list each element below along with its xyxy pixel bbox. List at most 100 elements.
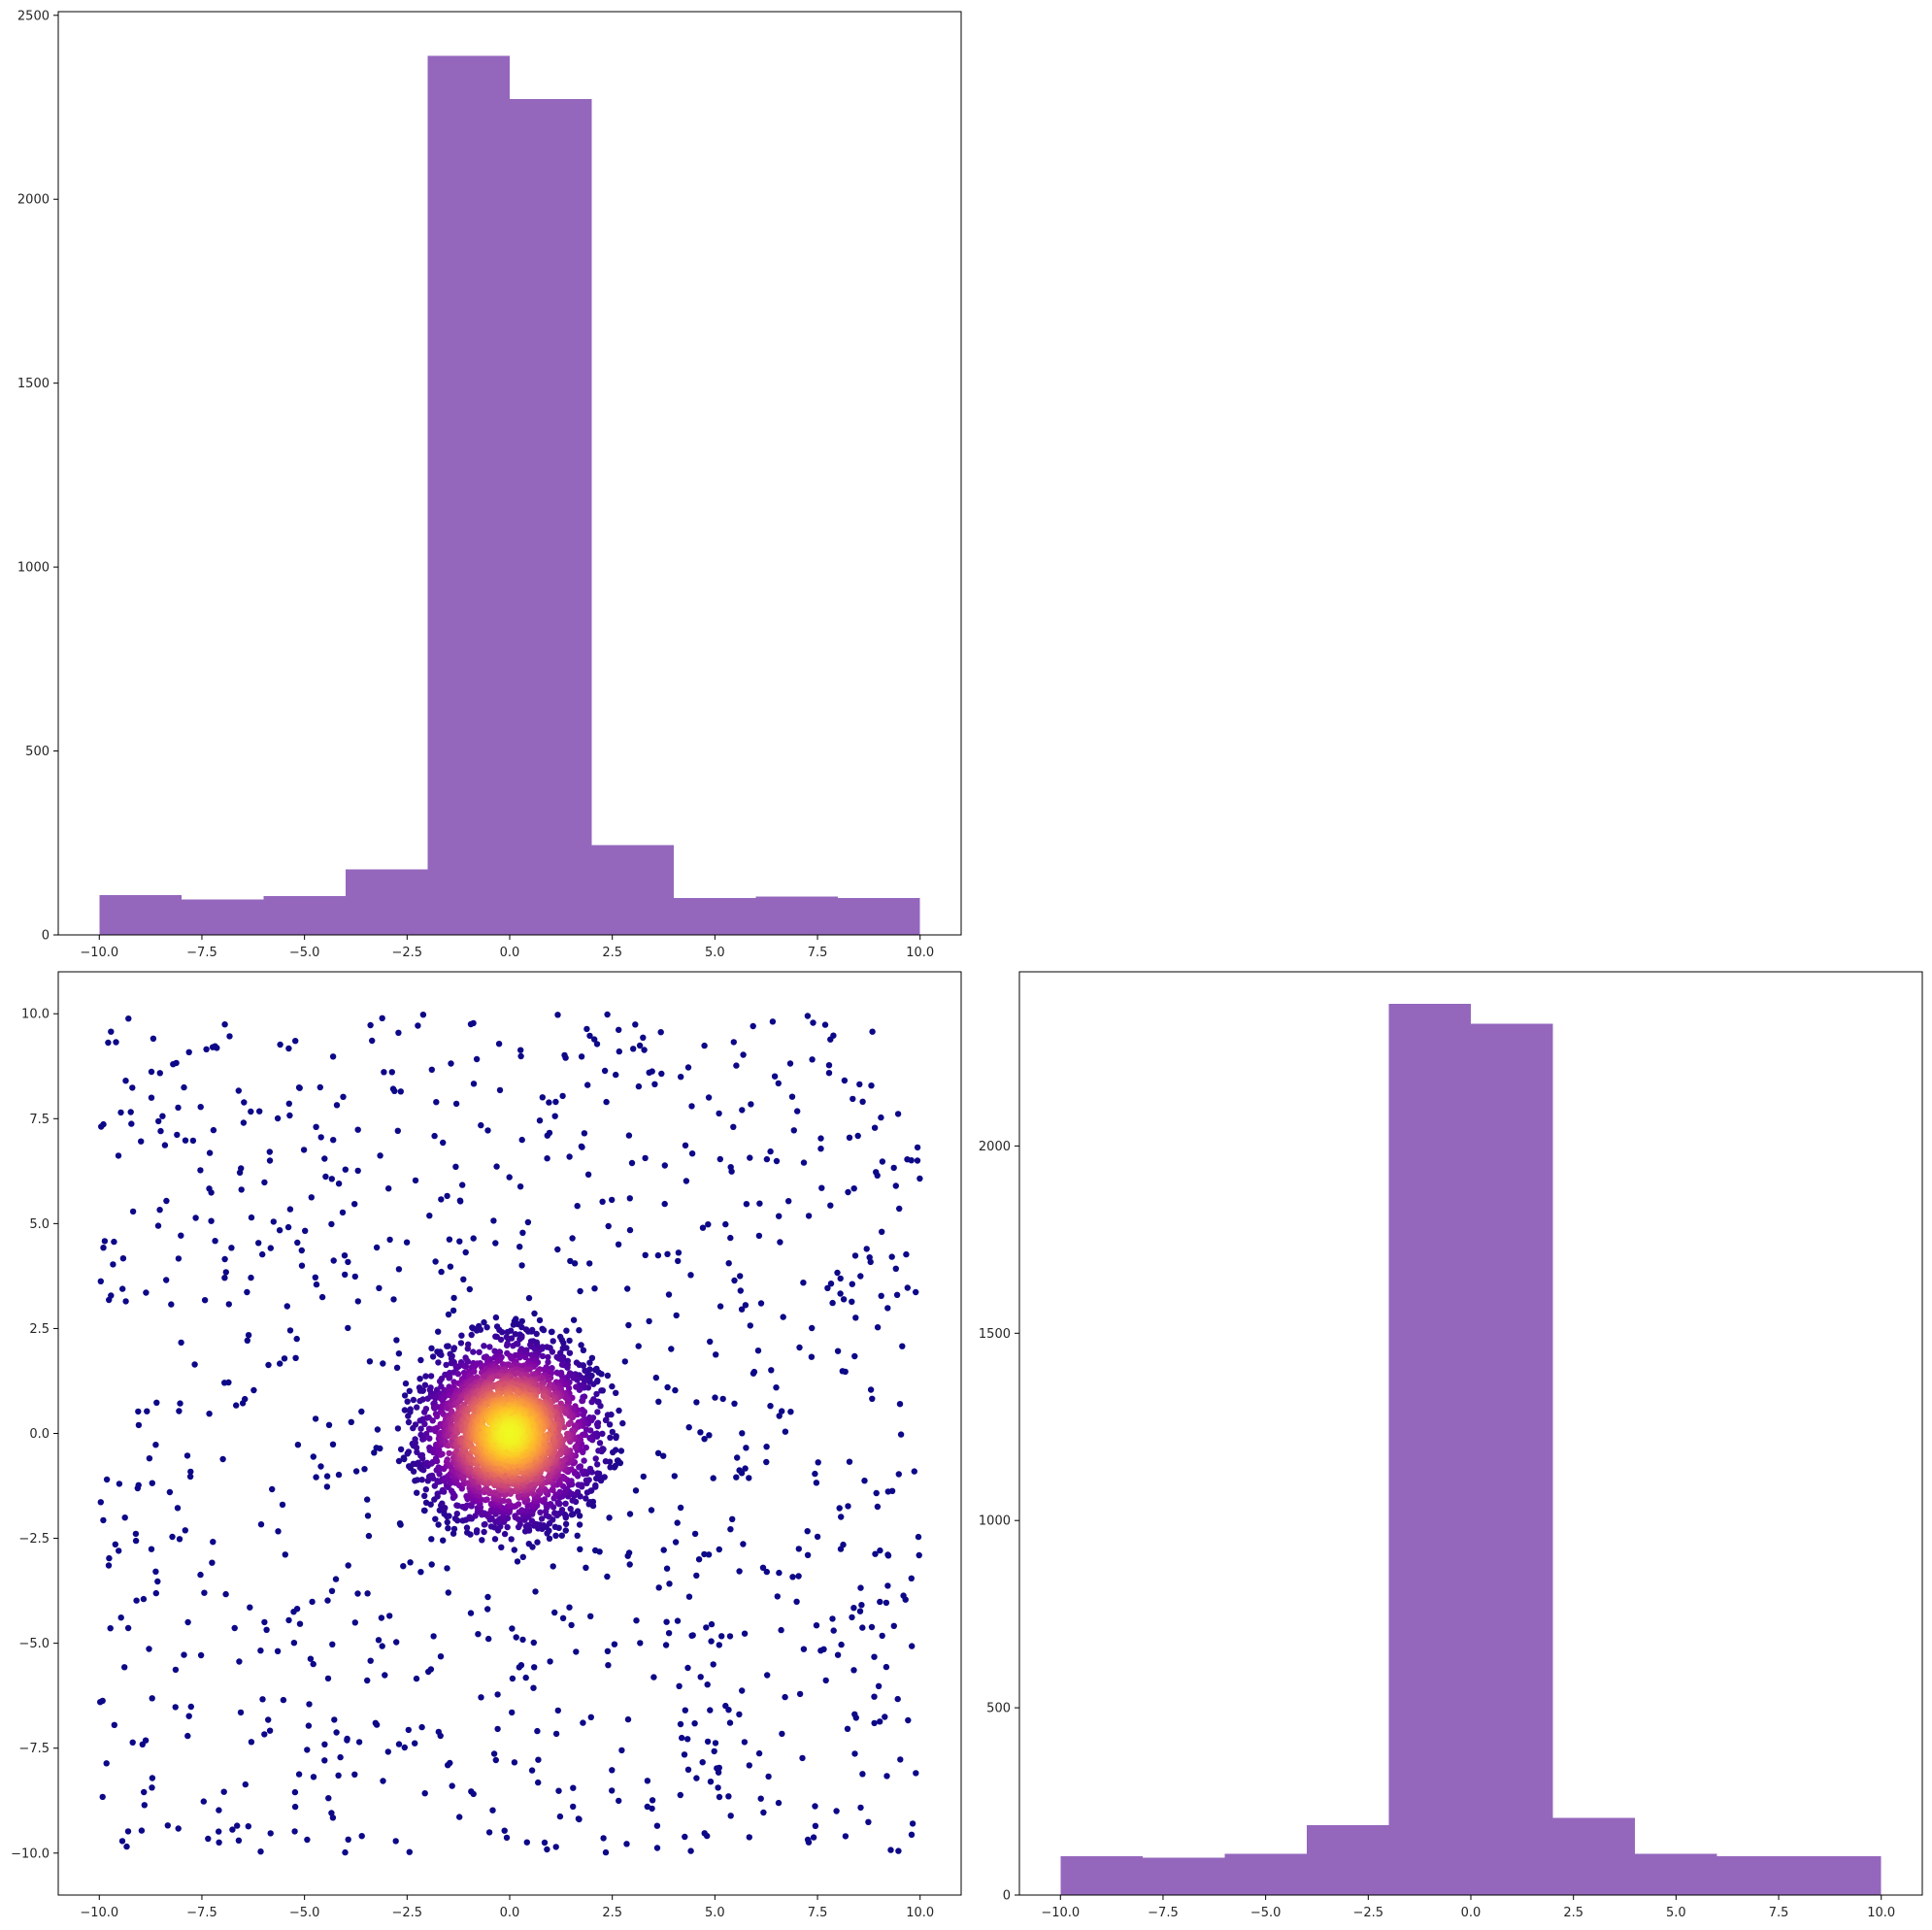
scatter-point (658, 1070, 665, 1078)
scatter-point (149, 1695, 155, 1702)
scatter-point (730, 1123, 737, 1131)
scatter-point (150, 1035, 157, 1043)
scatter-point (312, 1274, 318, 1281)
scatter-point (684, 1664, 691, 1672)
hist-top-left-y-tick-label: 1500 (17, 377, 50, 391)
scatter-point (148, 1094, 155, 1101)
scatter-point (401, 1407, 409, 1414)
scatter-point (318, 1293, 326, 1301)
scatter-point (607, 1464, 614, 1471)
scatter-point (412, 1436, 418, 1443)
scatter-point (583, 1477, 590, 1484)
scatter-point (401, 1392, 409, 1399)
scatter-point (454, 1502, 462, 1510)
scatter-point (916, 1551, 922, 1559)
hist-top-left-x-tick-label: 0.0 (500, 946, 520, 960)
scatter-point (201, 1589, 208, 1596)
scatter-point (556, 1813, 564, 1820)
scatter-point (691, 1530, 699, 1538)
scatter-point (458, 1332, 465, 1339)
scatter-point (617, 1448, 625, 1454)
scatter-point (704, 1738, 712, 1746)
scatter-point (613, 1389, 619, 1397)
scatter-point (615, 1241, 622, 1248)
scatter-point (624, 1715, 632, 1723)
scatter-point (644, 1778, 651, 1784)
scatter-point (259, 1250, 266, 1258)
scatter-point (415, 1022, 421, 1029)
scatter-point (740, 1051, 747, 1058)
scatter-point (871, 1653, 878, 1660)
scatter-point (677, 1720, 684, 1728)
scatter-point (716, 1303, 724, 1310)
scatter-point (626, 1561, 633, 1568)
scatter-point (407, 1559, 414, 1566)
scatter-point (567, 1506, 574, 1513)
scatter-point (216, 1828, 222, 1835)
scatter-point (903, 1250, 910, 1258)
scatter-point (328, 1220, 335, 1228)
scatter-point (573, 1359, 581, 1366)
scatter-point (351, 1771, 358, 1779)
scatter-point (138, 1138, 145, 1145)
scatter-point (225, 1301, 232, 1308)
scatter-point (330, 1257, 337, 1264)
scatter-point (838, 1641, 845, 1648)
scatter-point (296, 1084, 303, 1091)
scatter-point (192, 1215, 199, 1221)
scatter-point (646, 1069, 652, 1077)
scatter-point (595, 1448, 602, 1454)
scatter-point (125, 1015, 132, 1022)
scatter-point (382, 1672, 388, 1679)
scatter-point (474, 1374, 481, 1381)
hist-bottom-right-bar (1471, 1023, 1553, 1895)
scatter-point (197, 1104, 204, 1111)
scatter-point (796, 1344, 803, 1351)
scatter-point (661, 1162, 668, 1169)
scatter-point (637, 1640, 644, 1647)
scatter-point (505, 1336, 512, 1343)
scatter-point (172, 1666, 180, 1674)
scatter-point (191, 1361, 198, 1368)
scatter-point (695, 1556, 703, 1563)
scatter-point (453, 1429, 461, 1436)
scatter-point (419, 1012, 427, 1018)
scatter-point (805, 1213, 813, 1219)
scatter-point (454, 1371, 462, 1378)
scatter-point (498, 1544, 505, 1551)
scatter-point (701, 1830, 708, 1837)
scatter-point (236, 1169, 244, 1177)
scatter-point (415, 1459, 421, 1466)
scatter-point (882, 1714, 888, 1720)
scatter-point (586, 1499, 594, 1506)
scatter-point (594, 1409, 601, 1415)
scatter-point (566, 1153, 573, 1160)
scatter-point (386, 1613, 393, 1619)
scatter-point (558, 1361, 566, 1368)
scatter-point (294, 1442, 302, 1448)
scatter-point (646, 1317, 652, 1325)
scatter-point (836, 1505, 843, 1512)
scatter-point (837, 1290, 844, 1297)
scatter-point (428, 1472, 436, 1480)
scatter-point (432, 1515, 439, 1522)
scatter-point (474, 1527, 481, 1534)
scatter-point (464, 1529, 471, 1536)
scatter-point (216, 1839, 222, 1847)
scatter-point (771, 1073, 779, 1080)
scatter-point (552, 1098, 559, 1106)
scatter-point (261, 1179, 268, 1186)
scatter-point (562, 1500, 569, 1508)
scatter-point (225, 1379, 232, 1386)
scatter-point (591, 1285, 598, 1292)
scatter-point (611, 1641, 618, 1647)
scatter-point (712, 1740, 719, 1747)
scatter-point (817, 1647, 824, 1654)
scatter-point (747, 1322, 753, 1329)
scatter-point (292, 1038, 299, 1045)
scatter-point (626, 1226, 634, 1234)
hist-top-left-y-tick-label: 2500 (17, 9, 50, 23)
scatter-point (452, 1163, 459, 1171)
scatter-point (97, 1499, 105, 1506)
scatter-point (604, 1647, 612, 1655)
